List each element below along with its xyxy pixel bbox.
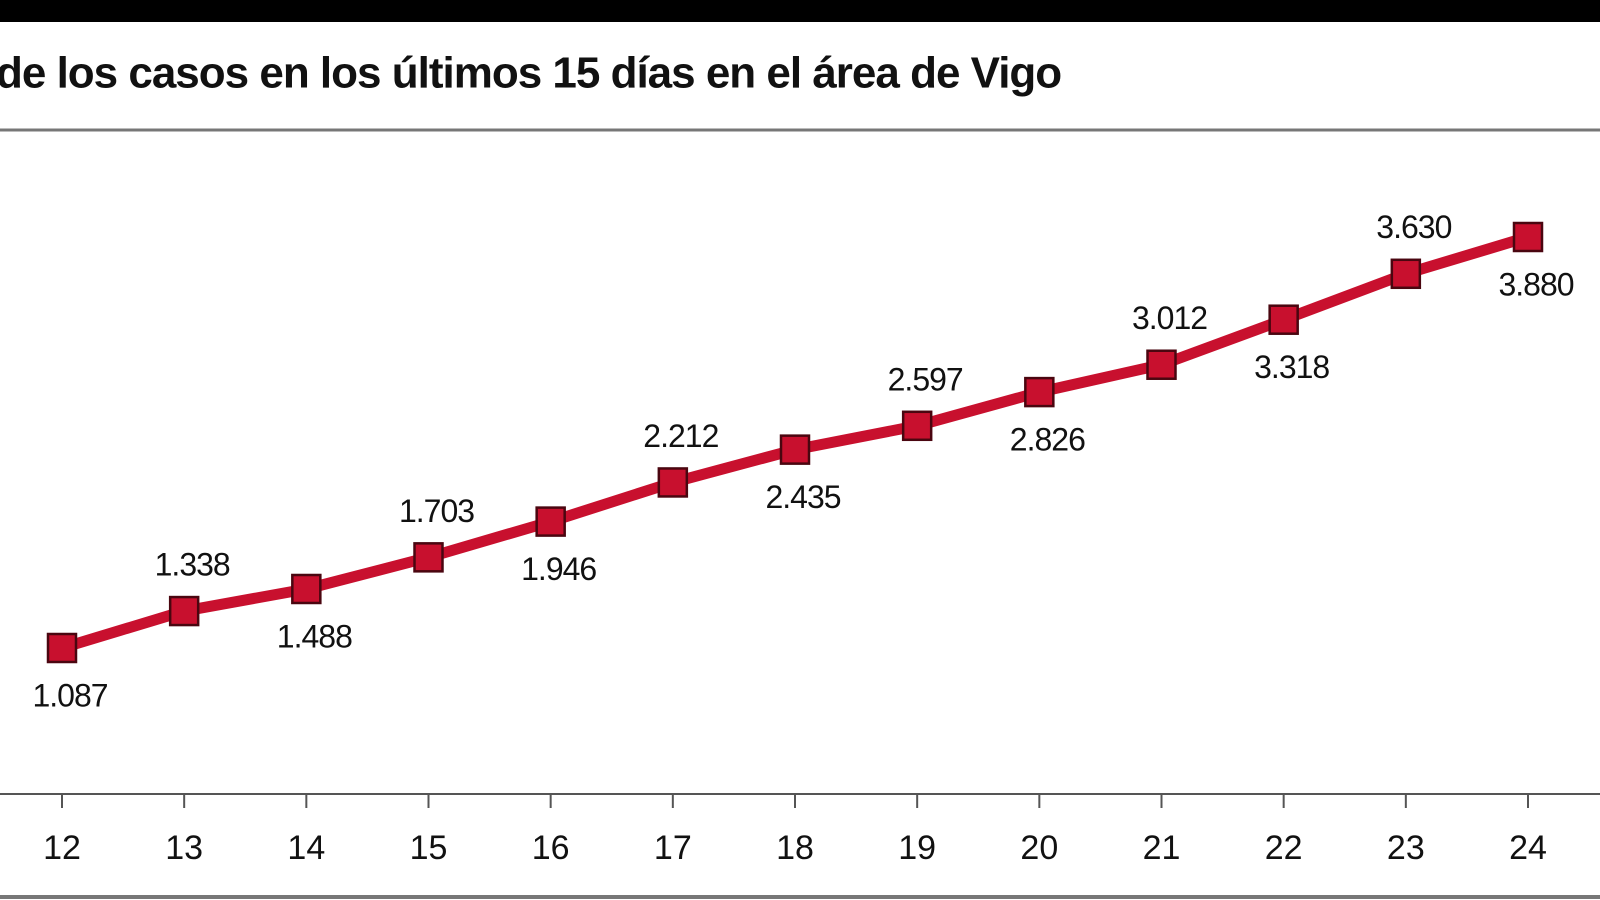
marker: [168, 595, 200, 627]
marker: [46, 632, 78, 664]
x-tick-label: 15: [410, 829, 448, 867]
x-tick-label: 18: [776, 829, 814, 867]
x-tick-label: 20: [1020, 829, 1058, 867]
chart-title: de los casos en los últimos 15 días en e…: [0, 49, 1061, 98]
marker: [1146, 349, 1177, 380]
x-tick-label: 21: [1143, 829, 1181, 867]
x-tick-label: 16: [532, 829, 570, 867]
x-tick-label: 14: [287, 829, 325, 867]
marker: [901, 410, 933, 442]
data-label: 1.338: [155, 547, 230, 583]
marker: [657, 467, 689, 498]
data-label: 2.212: [643, 418, 718, 454]
marker: [1024, 376, 1055, 408]
data-label: 1.488: [277, 618, 352, 654]
x-tick-label: 22: [1265, 829, 1303, 867]
x-tick-label: 12: [43, 829, 81, 867]
data-label: 3.318: [1254, 349, 1329, 385]
x-tick-label: 19: [898, 829, 936, 867]
data-label: 3.630: [1376, 209, 1451, 245]
marker: [1268, 304, 1299, 335]
marker: [779, 434, 811, 465]
marker: [1390, 258, 1422, 290]
marker: [1512, 221, 1544, 253]
x-tick-label: 23: [1387, 829, 1425, 867]
marker: [291, 573, 322, 605]
marker: [535, 506, 566, 537]
top-bar: [0, 0, 1600, 22]
x-tick-label: 13: [165, 829, 203, 867]
data-label: 2.826: [1010, 422, 1085, 458]
x-tick-label: 17: [654, 829, 692, 867]
data-label: 3.012: [1132, 300, 1207, 336]
data-label: 3.880: [1498, 266, 1573, 302]
data-label: 1.087: [32, 677, 107, 713]
data-label: 2.435: [765, 479, 840, 515]
x-tick-label: 24: [1509, 829, 1547, 867]
data-label: 2.597: [888, 361, 963, 397]
data-label: 1.703: [399, 493, 474, 529]
marker: [413, 542, 444, 573]
data-label: 1.946: [521, 551, 596, 587]
